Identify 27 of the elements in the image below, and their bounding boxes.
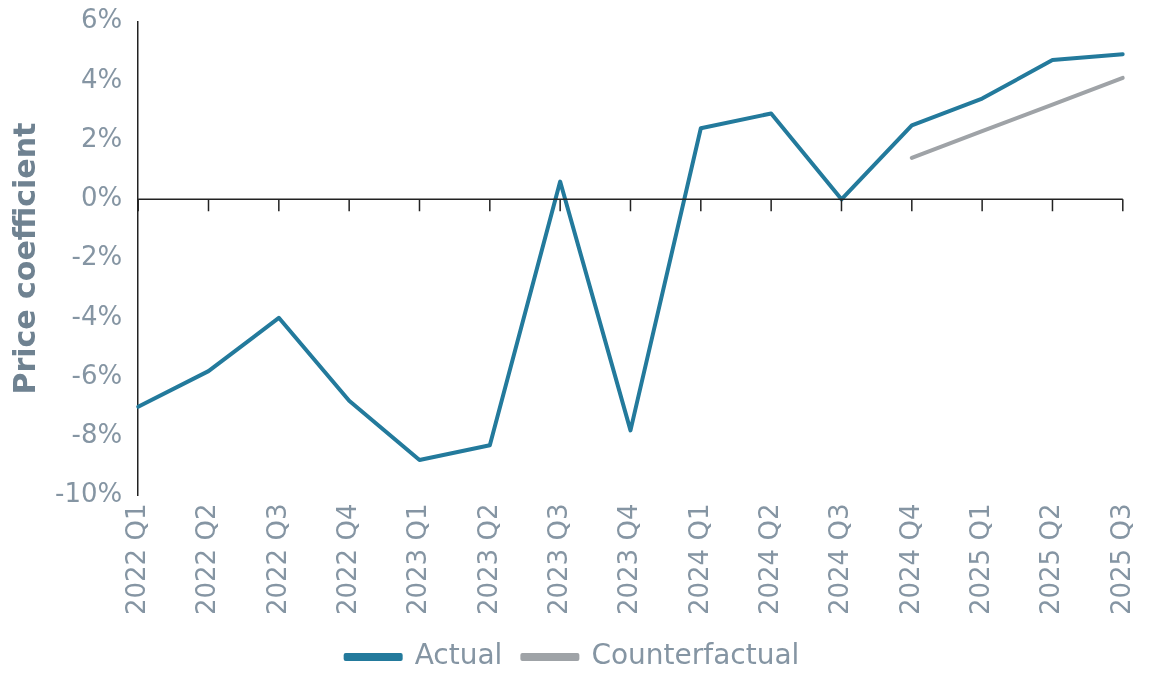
x-tick-label: 2022 Q3: [261, 503, 292, 616]
x-tick-label: 2024 Q2: [753, 503, 784, 616]
y-axis-title: Price coefficient: [6, 122, 42, 395]
legend-label: Actual: [414, 638, 503, 672]
x-tick-label: 2024 Q4: [894, 503, 925, 616]
x-tick-label: 2025 Q2: [1035, 503, 1066, 616]
y-tick-label: 2%: [80, 122, 123, 153]
x-tick-label: 2025 Q1: [964, 503, 995, 616]
y-tick-label: 6%: [80, 4, 123, 35]
y-tick-label: -4%: [71, 300, 123, 331]
y-tick-label: -10%: [55, 478, 123, 509]
x-tick-label: 2024 Q3: [824, 503, 855, 616]
x-tick-label: 2022 Q2: [191, 503, 222, 616]
x-tick-label: 2023 Q4: [613, 503, 644, 616]
x-tick-label: 2023 Q1: [402, 503, 433, 616]
legend-label: Counterfactual: [591, 638, 800, 672]
x-tick-label: 2025 Q3: [1105, 503, 1136, 616]
y-tick-label: 0%: [80, 182, 123, 213]
y-tick-label: -2%: [71, 241, 123, 272]
x-tick-label: 2024 Q1: [683, 503, 714, 616]
x-tick-label: 2022 Q1: [120, 503, 151, 616]
y-tick-label: 4%: [80, 63, 123, 94]
y-tick-label: -8%: [71, 419, 123, 450]
x-tick-label: 2023 Q2: [472, 503, 503, 616]
y-tick-label: -6%: [71, 359, 123, 390]
x-tick-label: 2023 Q3: [542, 503, 573, 616]
x-tick-label: 2022 Q4: [331, 503, 362, 616]
